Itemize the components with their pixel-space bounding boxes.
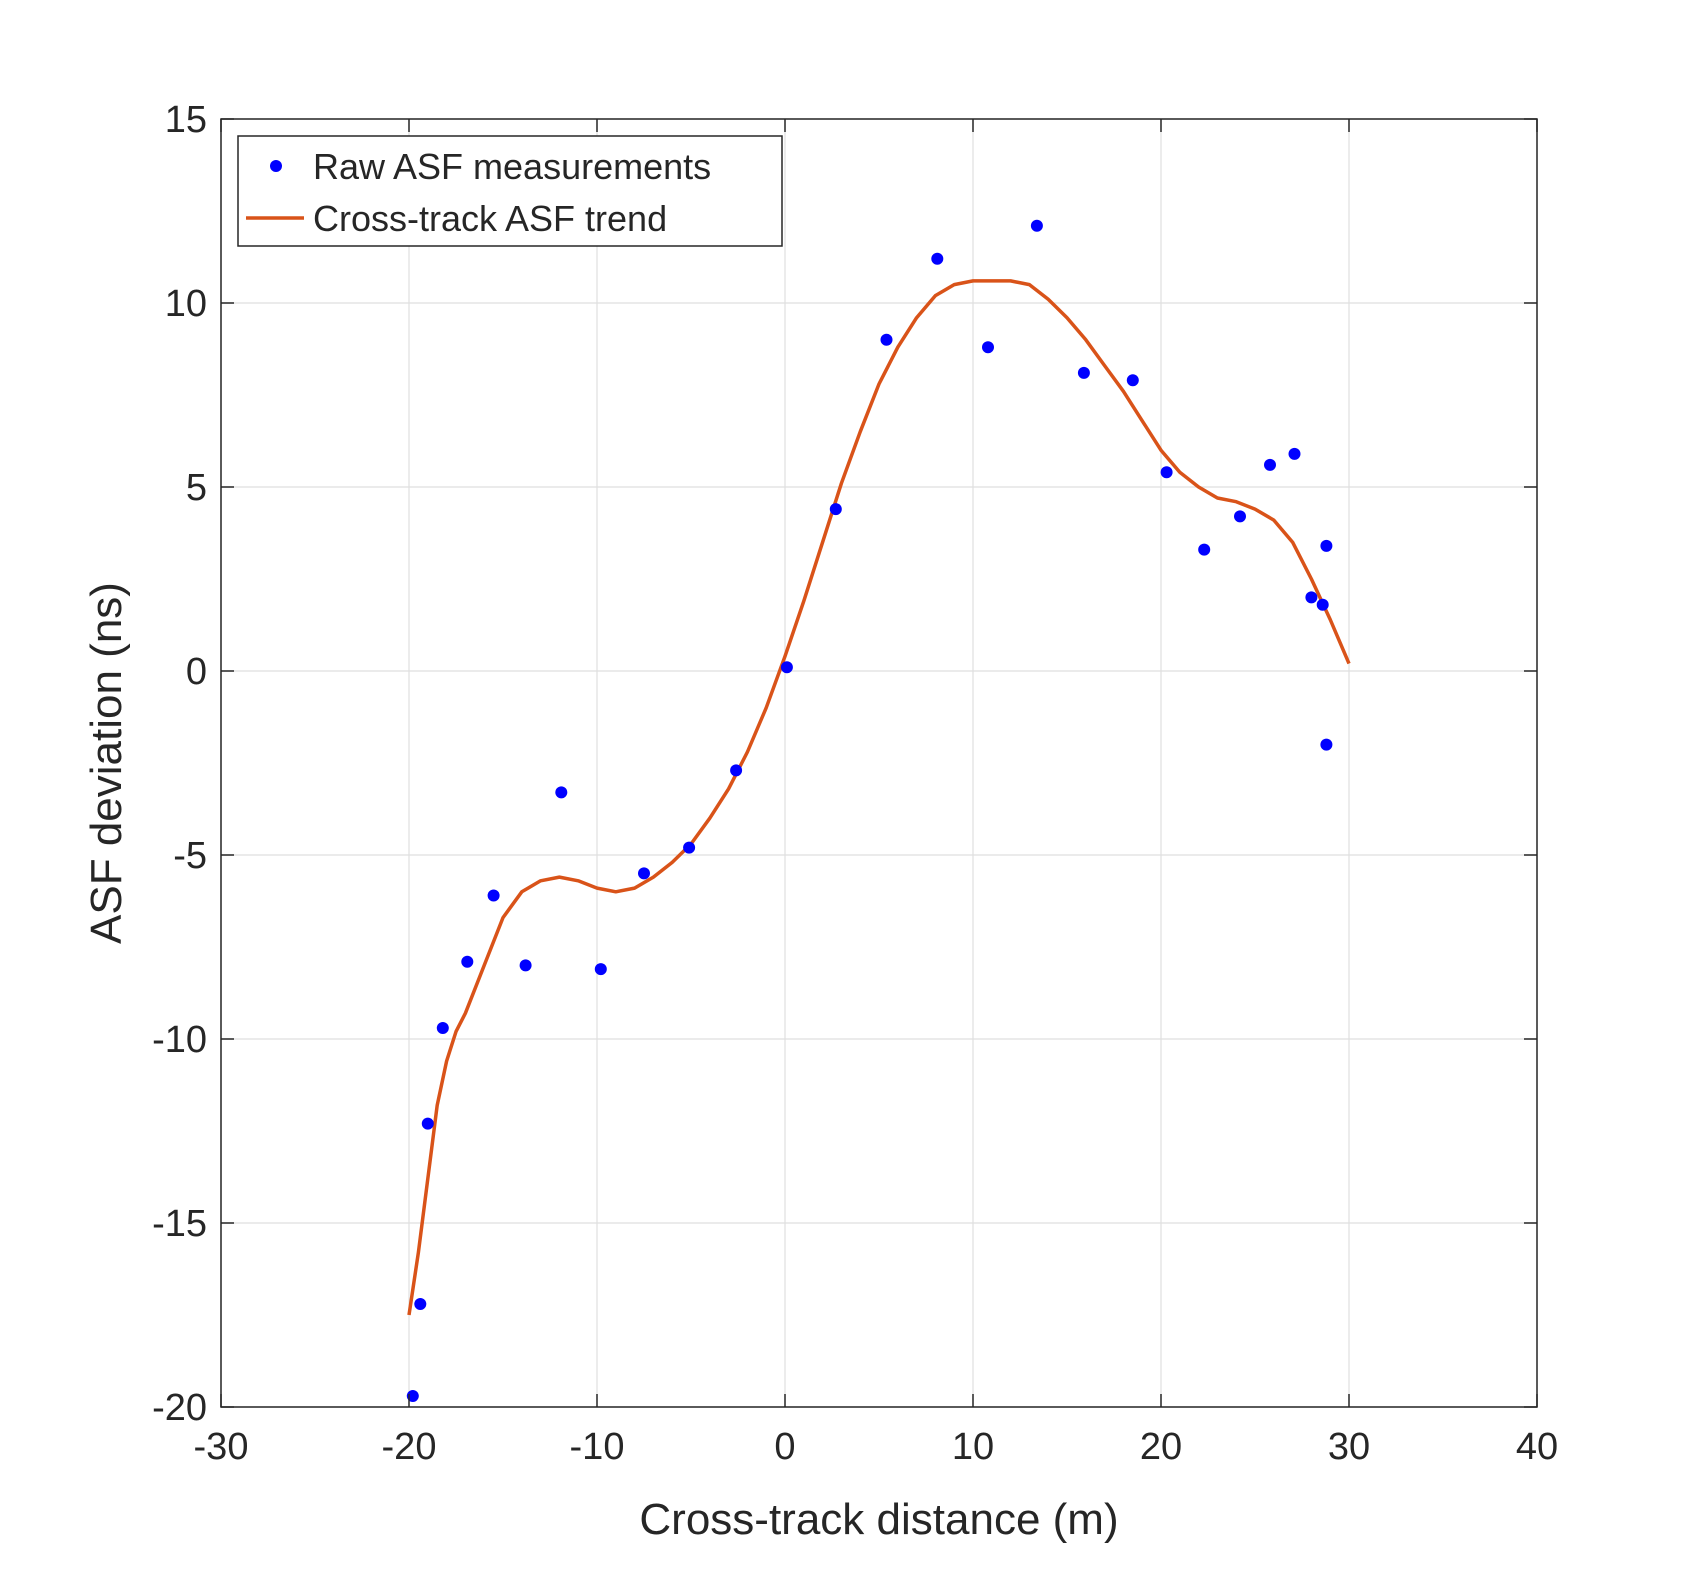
data-point (880, 333, 893, 346)
data-point (683, 841, 696, 854)
x-tick-label: 20 (1140, 1426, 1182, 1468)
y-tick-label: 15 (165, 99, 207, 141)
data-point (1160, 466, 1173, 479)
data-point (1030, 219, 1043, 232)
data-point (406, 1390, 419, 1402)
data-point (1264, 458, 1276, 471)
data-point (638, 867, 650, 880)
x-tick-label: -20 (382, 1426, 437, 1468)
x-tick-label: 40 (1516, 1426, 1558, 1468)
data-point (829, 503, 842, 516)
x-tick-label: 30 (1328, 1426, 1370, 1468)
data-point (1320, 738, 1333, 751)
plot-area (221, 119, 1537, 1407)
data-point (436, 1022, 449, 1034)
data-point (1126, 374, 1139, 387)
data-point (1077, 366, 1090, 379)
data-point (931, 252, 944, 265)
data-point (594, 963, 607, 976)
y-tick-label: -10 (152, 1019, 207, 1061)
data-point (982, 341, 994, 354)
data-point (1234, 510, 1246, 523)
legend: Raw ASF measurements Cross-track ASF tre… (237, 135, 783, 247)
y-tick-label: -5 (173, 835, 207, 877)
ticks (220, 118, 1538, 1408)
legend-label-raw: Raw ASF measurements (313, 146, 711, 187)
data-point (1320, 539, 1333, 552)
data-point (1305, 591, 1318, 604)
legend-marker-raw (270, 160, 282, 172)
data-point (730, 764, 743, 777)
data-point (519, 959, 532, 972)
legend-box (237, 135, 783, 247)
y-axis-label: ASF deviation (ns) (82, 582, 131, 944)
data-point (1198, 543, 1211, 556)
trend-line (407, 279, 1351, 1316)
axes-box (220, 118, 1538, 1408)
data-layer (406, 219, 1351, 1402)
data-point (487, 889, 500, 902)
y-tick-label: -15 (152, 1203, 207, 1245)
data-point (1288, 447, 1301, 460)
data-point (555, 786, 568, 799)
y-tick-label: -20 (152, 1387, 207, 1429)
x-tick-label: -10 (570, 1426, 625, 1468)
data-point (461, 955, 474, 968)
y-tick-label: 10 (165, 283, 207, 325)
data-point (780, 661, 793, 674)
y-tick-label: 5 (186, 467, 207, 509)
x-tick-label: -30 (194, 1426, 249, 1468)
x-axis-label: Cross-track distance (m) (639, 1495, 1118, 1544)
data-point (414, 1298, 427, 1310)
y-tick-label: 0 (186, 651, 207, 693)
data-point (421, 1117, 434, 1130)
x-tick-label: 0 (774, 1426, 795, 1468)
data-point (1316, 598, 1329, 611)
x-tick-label: 10 (952, 1426, 994, 1468)
legend-label-trend: Cross-track ASF trend (313, 198, 667, 239)
